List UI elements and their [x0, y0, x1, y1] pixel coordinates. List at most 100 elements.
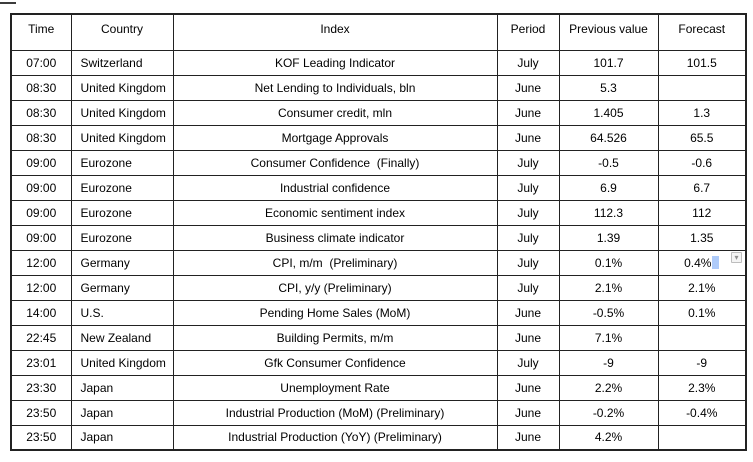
column-header-time: Time [10, 13, 72, 51]
table-row: 09:00 Eurozone Economic sentiment index Jul… [10, 199, 747, 226]
cell-index: Economic sentiment index [172, 199, 498, 226]
cell-country: Japan [70, 399, 174, 426]
cell-country: Japan [70, 374, 174, 401]
cell-country: Eurozone [70, 174, 174, 201]
cell-period: June [496, 424, 560, 451]
cell-period: June [496, 374, 560, 401]
cell-country: United Kingdom [70, 99, 174, 126]
cell-country: New Zealand [70, 324, 174, 351]
table-row: 07:00 Switzerland KOF Leading Indicator Jul… [10, 49, 747, 76]
cell-text: 1.3 [693, 105, 711, 120]
cell-text: CPI, y/y (Preliminary) [278, 280, 392, 295]
cell-previous-value: 6.9 [558, 174, 659, 201]
cell-text: 08:30 [26, 80, 57, 95]
cell-text: July [517, 355, 539, 370]
cell-index: Business climate indicator [172, 224, 498, 251]
cell-text: June [514, 430, 542, 445]
cell-period: July [496, 199, 560, 226]
cell-text: Building Permits, m/m [276, 330, 394, 345]
table-row: 08:30 United Kingdom Consumer credit, mln J… [10, 99, 747, 126]
cell-period: June [496, 324, 560, 351]
cell-text: Eurozone [80, 155, 132, 170]
cell-text: New Zealand [80, 330, 152, 345]
cell-previous-value: 5.3 [558, 74, 659, 101]
cell-text: Unemployment Rate [280, 380, 390, 395]
cell-text: 09:00 [26, 155, 57, 170]
cell-text: 09:00 [26, 180, 57, 195]
cell-previous-value: 0.1% [558, 249, 659, 276]
table-body: 07:00 Switzerland KOF Leading Indicator Jul… [10, 49, 747, 451]
cell-time: 23:01 [10, 349, 72, 376]
cell-period: June [496, 99, 560, 126]
cell-text: -9 [603, 355, 614, 370]
cell-text: Consumer credit, mln [277, 105, 393, 120]
cell-forecast: 2.3% [657, 374, 747, 401]
cell-forecast: 112 [657, 199, 747, 226]
cell-index: Mortgage Approvals [172, 124, 498, 151]
cell-text: 08:30 [26, 130, 57, 145]
cell-forecast [657, 324, 747, 351]
cell-text: -0.4% [686, 405, 718, 420]
cell-text: 22:45 [26, 330, 57, 345]
column-header-index: Index [172, 13, 498, 51]
cell-forecast: 6.7 [657, 174, 747, 201]
cell-previous-value: -9 [558, 349, 659, 376]
cell-index: Net Lending to Individuals, bln [172, 74, 498, 101]
cell-text: United Kingdom [80, 80, 166, 95]
cell-text: Industrial Production (YoY) (Preliminary… [228, 430, 442, 445]
column-header-forecast: Forecast [657, 13, 747, 51]
cell-text: United Kingdom [80, 355, 166, 370]
cell-text: 112.3 [593, 205, 624, 220]
cell-period: July [496, 174, 560, 201]
cell-dropdown-icon[interactable]: ▾ [731, 251, 742, 263]
cell-text: 23:30 [26, 380, 57, 395]
economic-calendar-table: Time Country Index Period Previous value Fore… [10, 13, 747, 451]
cell-country: United Kingdom [70, 349, 174, 376]
cell-index: Consumer credit, mln [172, 99, 498, 126]
cell-text: United Kingdom [80, 105, 166, 120]
cell-forecast: 2.1% [657, 274, 747, 301]
table-row: 09:00 Eurozone Consumer Confidence (Finall… [10, 149, 747, 176]
header-row: Time Country Index Period Previous value Fore… [10, 13, 747, 51]
cell-text: United Kingdom [80, 130, 166, 145]
cell-text: 23:01 [26, 355, 57, 370]
cell-text: 14:00 [26, 305, 57, 320]
cell-text: 12:00 [26, 280, 57, 295]
cell-text: June [514, 380, 542, 395]
top-left-line-fragment [0, 2, 16, 4]
cell-text: Industrial Production (MoM) (Preliminary… [225, 405, 445, 420]
cell-time: 09:00 [10, 199, 72, 226]
cell-forecast: -0.6 [657, 149, 747, 176]
cell-time: 12:00 [10, 274, 72, 301]
cell-period: June [496, 124, 560, 151]
cell-text: 64.526 [590, 130, 627, 145]
cell-previous-value: 4.2% [558, 424, 659, 451]
cell-text: 2.1% [688, 280, 716, 295]
cell-text: 2.3% [688, 380, 716, 395]
cell-text: 09:00 [26, 205, 57, 220]
cell-index: Industrial Production (MoM) (Preliminary… [172, 399, 498, 426]
cell-time: 23:50 [10, 424, 72, 451]
cell-forecast [657, 74, 747, 101]
cell-time: 23:30 [10, 374, 72, 401]
table-row: 09:00 Eurozone Industrial confidence July 6.… [10, 174, 747, 201]
cell-country: Eurozone [70, 149, 174, 176]
cell-index: Industrial confidence [172, 174, 498, 201]
cell-previous-value: -0.2% [558, 399, 659, 426]
cell-text: July [517, 280, 539, 295]
cell-text: 0.4% [684, 255, 712, 270]
cell-forecast: 1.35 [657, 224, 747, 251]
cell-period: June [496, 299, 560, 326]
cell-period: June [496, 74, 560, 101]
column-header-previous-value: Previous value [558, 13, 659, 51]
cell-text: 23:50 [26, 405, 57, 420]
cell-text: -0.5% [592, 305, 625, 320]
table-header: Time Country Index Period Previous value Fore… [10, 13, 747, 51]
cell-country: Switzerland [70, 49, 174, 76]
cell-previous-value: -0.5% [558, 299, 659, 326]
cell-forecast: 101.5 [657, 49, 747, 76]
table-row: 14:00 U.S. Pending Home Sales (MoM) June -0.… [10, 299, 747, 326]
cell-text: Eurozone [80, 205, 132, 220]
cell-time: 23:50 [10, 399, 72, 426]
